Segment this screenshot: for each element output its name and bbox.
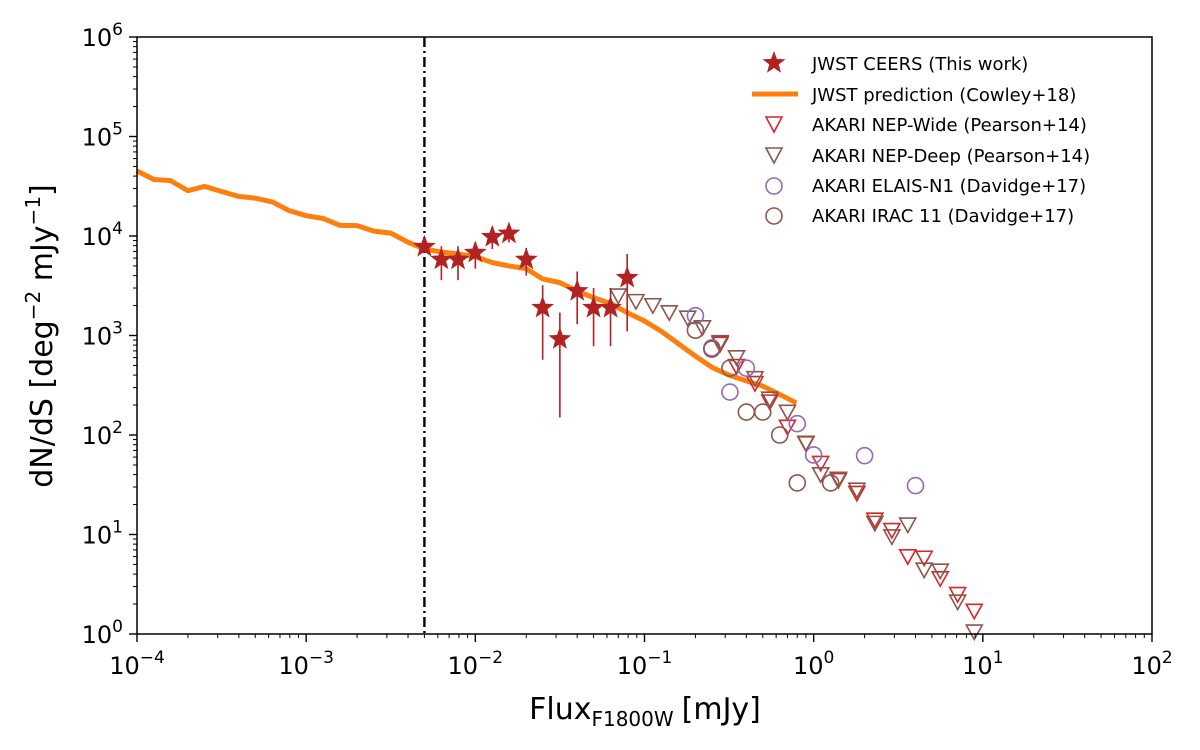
x-tick-label: 10−3 — [278, 648, 334, 680]
legend-entry-nep-wide: AKARI NEP-Wide (Pearson+14) — [764, 115, 1087, 136]
akari-triangle-point — [727, 349, 746, 367]
ceers-star-point — [582, 295, 605, 318]
y-tick-label: 104 — [82, 219, 123, 251]
ceers-star-point — [514, 247, 538, 270]
x-tick-label: 10−2 — [448, 648, 504, 680]
akari-triangle-point — [930, 571, 950, 588]
legend-triangle-red-marker — [764, 116, 784, 134]
akari-triangle-point — [865, 512, 885, 530]
y-tick-label: 105 — [82, 120, 123, 152]
y-axis-label: dN/dS [deg−2 mJy−1] — [21, 184, 60, 488]
x-tick-label: 10−4 — [109, 648, 165, 680]
y-tick-label: 103 — [82, 319, 123, 351]
legend-label-ceers: JWST CEERS (This work) — [811, 54, 1028, 75]
legend-entry-ceers: JWST CEERS (This work) — [762, 51, 1028, 75]
akari-triangle-point — [678, 310, 698, 328]
legend-star-marker — [762, 51, 786, 73]
legend-entry-prediction: JWST prediction (Cowley+18) — [752, 85, 1076, 106]
x-axis-label: FluxF1800W [mJy] — [529, 692, 761, 731]
legend-entry-elais: AKARI ELAIS-N1 (Davidge+17) — [765, 176, 1086, 197]
x-tick-label: 100 — [793, 648, 834, 680]
akari-triangle-point — [745, 370, 765, 388]
akari-triangle-point — [778, 404, 797, 422]
x-tick-label: 102 — [1131, 648, 1172, 680]
legend: JWST CEERS (This work) JWST prediction (… — [752, 51, 1090, 227]
legend-entry-nep-deep: AKARI NEP-Deep (Pearson+14) — [764, 146, 1090, 167]
legend-label-irac: AKARI IRAC 11 (Davidge+17) — [812, 206, 1074, 227]
akari-circle-point — [770, 426, 789, 444]
ceers-star-point — [429, 247, 453, 270]
ceers-star-point — [599, 295, 622, 318]
akari-triangle-point — [626, 293, 646, 311]
akari-triangle-point — [796, 435, 816, 453]
akari-triangle-point — [914, 562, 934, 580]
legend-label-prediction: JWST prediction (Cowley+18) — [811, 85, 1076, 106]
ceers-star-point — [480, 224, 504, 247]
akari-triangle-point — [898, 548, 918, 566]
akari-triangle-point — [898, 517, 918, 535]
akari-triangle-point — [930, 563, 950, 581]
x-tick-label: 101 — [962, 648, 1003, 680]
akari-circle-point — [703, 340, 721, 358]
ceers-star-point — [463, 240, 487, 263]
akari-circle-point — [855, 446, 874, 465]
ceers-star-point — [565, 279, 589, 301]
ceers-star-point — [615, 265, 639, 288]
akari-triangle-point — [811, 455, 831, 473]
akari-circle-point — [804, 446, 823, 464]
akari-circle-point — [821, 474, 840, 492]
akari-triangle-point — [914, 550, 934, 568]
y-tick-label: 102 — [82, 418, 123, 450]
legend-label-nep-deep: AKARI NEP-Deep (Pearson+14) — [812, 146, 1090, 167]
akari-triangle-point — [847, 482, 867, 500]
akari-triangle-point — [760, 391, 780, 409]
akari-triangle-point — [847, 485, 867, 503]
akari-triangle-point — [865, 515, 885, 533]
akari-triangle-point — [948, 594, 968, 612]
akari-triangle-point — [608, 288, 628, 306]
akari-circle-point — [906, 476, 925, 495]
akari-circle-point — [788, 414, 807, 433]
akari-triangle-point — [964, 624, 984, 642]
akari-triangle-point — [643, 297, 663, 315]
prediction-line — [135, 168, 798, 406]
ceers-star-point — [531, 295, 555, 318]
akari-circle-point — [686, 306, 705, 325]
akari-triangle-point — [882, 529, 902, 546]
legend-label-nep-wide: AKARI NEP-Wide (Pearson+14) — [812, 115, 1087, 136]
legend-circle-brown-marker — [765, 207, 783, 225]
y-tick-label: 101 — [82, 518, 123, 550]
x-tick-label: 10−1 — [617, 648, 673, 680]
ceers-star-point — [446, 247, 470, 270]
y-tick-label: 100 — [82, 617, 123, 649]
akari-triangle-point — [659, 304, 679, 322]
legend-entry-irac: AKARI IRAC 11 (Davidge+17) — [765, 206, 1074, 227]
akari-triangle-point — [760, 394, 780, 412]
legend-circle-purple-marker — [765, 177, 783, 195]
akari-triangle-point — [882, 522, 902, 540]
y-tick-label: 106 — [82, 20, 123, 52]
ceers-star-point — [413, 234, 436, 257]
ceers-star-point — [548, 327, 572, 349]
akari-circle-point — [721, 383, 739, 401]
akari-triangle-point — [727, 358, 746, 376]
legend-triangle-brown-marker — [764, 147, 784, 165]
akari-circle-point — [721, 359, 739, 377]
akari-triangle-point — [829, 471, 848, 489]
akari-circle-point — [686, 321, 705, 340]
akari-triangle-point — [745, 375, 765, 393]
akari-triangle-point — [964, 603, 984, 621]
akari-triangle-point — [811, 466, 831, 484]
legend-label-elais: AKARI ELAIS-N1 (Davidge+17) — [812, 176, 1086, 197]
akari-circle-point — [788, 474, 807, 492]
ceers-star-point — [497, 221, 521, 244]
akari-circle-point — [753, 403, 772, 421]
